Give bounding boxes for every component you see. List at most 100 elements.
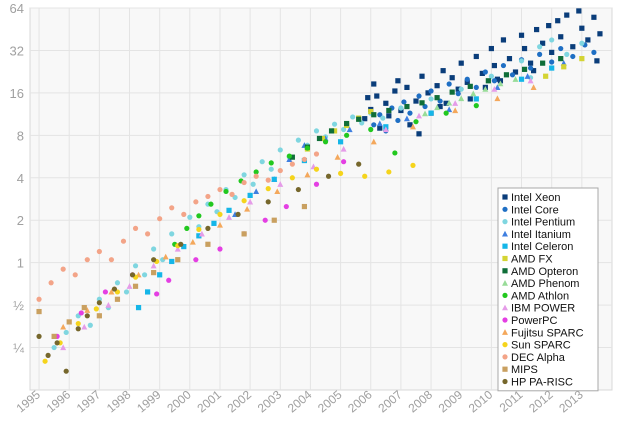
x-tick-label: 2008 [406, 387, 436, 415]
point-intel-xeon [546, 23, 552, 29]
legend-swatch-amd-phenom [502, 279, 508, 286]
point-mips [205, 241, 211, 247]
point-mips [301, 203, 308, 210]
point-sun-sparc [75, 320, 81, 327]
point-amd-athlon [286, 153, 292, 159]
point-intel-celeron [157, 272, 163, 278]
x-tick-label: 1997 [74, 387, 104, 415]
point-dec-alpha [108, 257, 115, 263]
point-intel-xeon [407, 122, 413, 128]
point-amd-phenom [458, 95, 465, 102]
point-amd-fx [368, 108, 374, 115]
point-ibm-power [340, 145, 347, 152]
point-amd-athlon [473, 103, 479, 109]
y-tick-label: 1 [17, 256, 24, 271]
point-sun-sparc [265, 186, 271, 192]
y-tick-label: 8 [17, 128, 24, 143]
point-dec-alpha [301, 156, 308, 163]
point-intel-core [537, 51, 543, 57]
point-mips [36, 308, 42, 315]
point-intel-xeon [521, 45, 528, 52]
point-intel-xeon [383, 100, 389, 106]
point-intel-xeon [494, 76, 501, 82]
point-intel-pentium [564, 51, 570, 57]
point-amd-fx [543, 73, 549, 79]
point-ibm-power [277, 181, 284, 187]
legend-swatch-sun-sparc [502, 342, 508, 348]
point-intel-pentium [341, 126, 347, 133]
point-amd-athlon [413, 119, 419, 125]
legend-label-intel-itanium: Intel Itanium [511, 229, 571, 241]
point-intel-pentium [458, 86, 464, 92]
point-hp-pa-risc [63, 368, 69, 374]
point-sun-sparc [289, 175, 295, 181]
point-intel-xeon [479, 70, 485, 76]
point-intel-core [401, 99, 407, 105]
point-amd-opteron [371, 112, 377, 118]
point-powerpc [193, 257, 199, 263]
legend-swatch-amd-athlon [502, 292, 508, 298]
point-intel-xeon [413, 98, 419, 104]
point-intel-xeon [455, 86, 461, 92]
point-amd-opteron [449, 89, 455, 95]
legend-label-intel-pentium: Intel Pentium [511, 217, 575, 229]
point-intel-itanium [253, 188, 260, 195]
point-hp-pa-risc [54, 340, 60, 346]
legend-swatch-amd-fx [502, 255, 508, 262]
point-intel-pentium [537, 44, 543, 50]
point-intel-xeon [458, 60, 464, 66]
point-intel-core [482, 69, 488, 75]
point-dec-alpha [120, 238, 127, 244]
point-intel-core [570, 53, 576, 60]
point-amd-athlon [196, 213, 202, 219]
point-dec-alpha [277, 167, 283, 174]
point-intel-xeon [473, 53, 479, 60]
point-intel-celeron [549, 65, 555, 71]
point-powerpc [283, 203, 289, 210]
point-sun-sparc [196, 226, 202, 233]
point-dec-alpha [205, 193, 211, 200]
point-ibm-power [491, 86, 498, 92]
point-amd-opteron [540, 60, 546, 66]
point-dec-alpha [132, 225, 139, 231]
point-amd-phenom [497, 80, 504, 87]
point-ibm-power [174, 245, 181, 252]
point-intel-core [428, 88, 434, 94]
point-intel-pentium [350, 114, 356, 120]
point-amd-fx [579, 56, 585, 62]
point-intel-xeon [564, 12, 570, 18]
point-intel-xeon [558, 34, 564, 40]
point-amd-athlon [184, 225, 190, 231]
point-dec-alpha [72, 272, 78, 278]
point-hp-pa-risc [84, 313, 90, 319]
point-intel-celeron [181, 244, 187, 250]
point-intel-pentium [132, 263, 139, 269]
point-intel-celeron [473, 96, 479, 102]
point-mips [81, 305, 87, 311]
point-intel-core [509, 72, 516, 78]
point-intel-xeon [579, 25, 585, 31]
point-dec-alpha [217, 186, 223, 193]
point-powerpc [166, 277, 172, 283]
legend-label-intel-core: Intel Core [511, 204, 559, 216]
point-fujitsu-sparc [370, 138, 377, 145]
x-tick-label: 1995 [14, 387, 44, 415]
point-powerpc [154, 291, 160, 297]
point-intel-itanium [494, 84, 501, 91]
legend-swatch-intel-celeron [502, 243, 508, 249]
legend-label-intel-celeron: Intel Celeron [511, 241, 573, 253]
point-sun-sparc [362, 173, 368, 179]
point-intel-core [473, 84, 479, 91]
point-dec-alpha [169, 205, 175, 211]
point-hp-pa-risc [96, 300, 102, 306]
point-mips [151, 270, 157, 276]
point-intel-xeon [434, 83, 440, 89]
point-amd-athlon [344, 132, 350, 138]
point-intel-pentium [87, 322, 93, 328]
point-ibm-power [247, 198, 254, 205]
point-intel-pentium [63, 329, 69, 336]
point-ibm-power [226, 214, 233, 220]
point-intel-pentium [488, 73, 494, 79]
point-hp-pa-risc [295, 186, 301, 193]
